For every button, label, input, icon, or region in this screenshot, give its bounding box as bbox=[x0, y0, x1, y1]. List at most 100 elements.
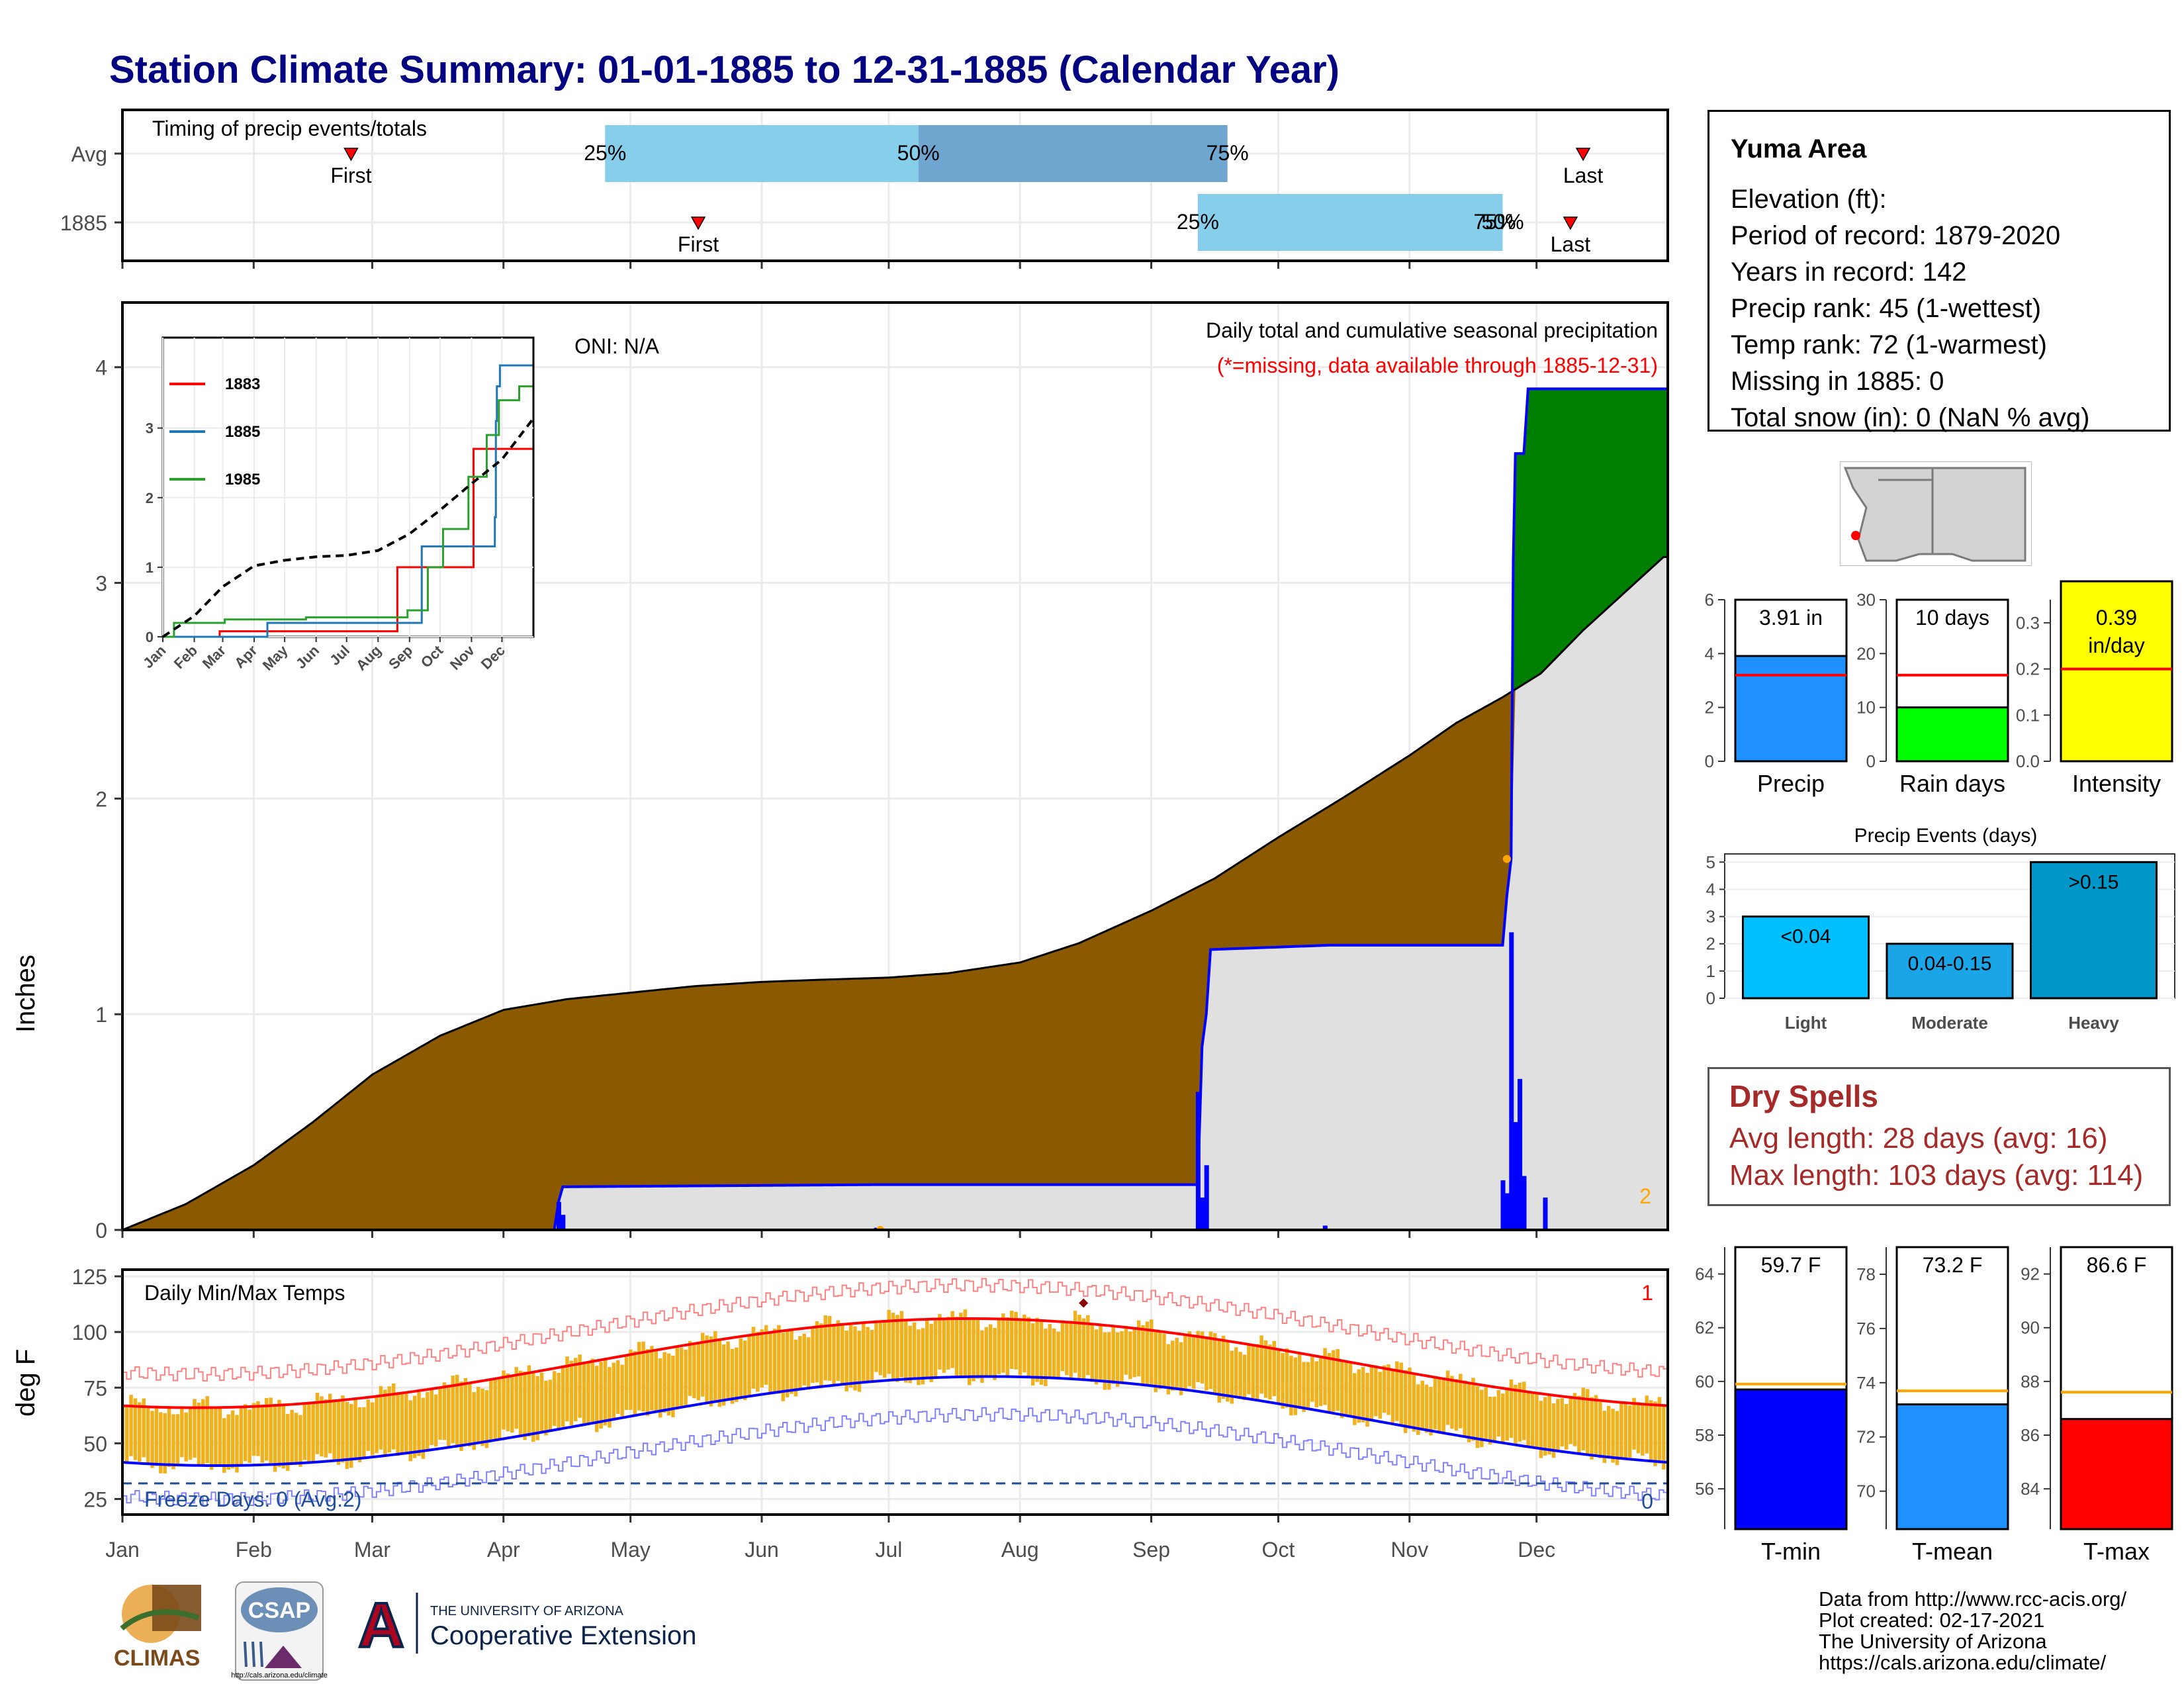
daily-temp-bar bbox=[480, 1388, 484, 1446]
summary-value-bar bbox=[1734, 1388, 1848, 1530]
timing-quartile-bar bbox=[918, 125, 1228, 182]
daily-temp-bar bbox=[1023, 1314, 1026, 1373]
temp-ytick-label: 50 bbox=[83, 1432, 107, 1456]
month-label: Apr bbox=[487, 1538, 520, 1562]
daily-temp-bar bbox=[954, 1317, 959, 1378]
daily-temp-bar bbox=[1577, 1395, 1581, 1454]
daily-temp-bar bbox=[1179, 1342, 1183, 1395]
daily-temp-bar bbox=[1065, 1322, 1069, 1376]
daily-temp-bar bbox=[819, 1323, 823, 1387]
month-label: Sep bbox=[1132, 1538, 1170, 1562]
daily-temp-bar bbox=[811, 1327, 815, 1383]
daily-temp-bar bbox=[1522, 1382, 1526, 1440]
svg-text:http://cals.arizona.edu/climat: http://cals.arizona.edu/climate bbox=[231, 1671, 328, 1679]
daily-temp-bar bbox=[1289, 1356, 1293, 1416]
credit-url: https://cals.arizona.edu/climate/ bbox=[1819, 1651, 2107, 1674]
daily-temp-bar bbox=[1657, 1397, 1662, 1464]
record-max-point bbox=[1079, 1298, 1089, 1308]
daily-temp-bar bbox=[578, 1354, 582, 1418]
dry-spells-avg: Avg length: 28 days (avg: 16) bbox=[1729, 1122, 2108, 1154]
station-name: Yuma Area bbox=[1731, 134, 1867, 164]
summary-ytick-label: 0.3 bbox=[2016, 613, 2040, 633]
daily-temp-bar bbox=[1120, 1331, 1124, 1382]
current-cumulative-area bbox=[122, 557, 1668, 1230]
inset-legend-label: 1883 bbox=[225, 375, 260, 393]
events-bar bbox=[1886, 943, 2014, 1000]
daily-temp-bar bbox=[1623, 1403, 1628, 1459]
summary-title: T-min bbox=[1761, 1538, 1821, 1565]
daily-temp-bar bbox=[193, 1399, 197, 1458]
daily-temp-bar bbox=[870, 1330, 874, 1380]
precip-ytick-label: 3 bbox=[95, 572, 107, 596]
daily-temp-bar bbox=[565, 1356, 569, 1422]
daily-temp-bar bbox=[908, 1325, 912, 1383]
daily-temp-bar bbox=[1348, 1363, 1353, 1417]
daily-temp-bar bbox=[1150, 1319, 1154, 1385]
daily-temp-bar bbox=[167, 1407, 171, 1468]
daily-temp-bar bbox=[1044, 1329, 1048, 1387]
daily-temp-bar bbox=[455, 1374, 459, 1446]
summary-bar-t-mean: 70 72 74 76 78 73.2 F T-mean bbox=[1856, 1246, 2009, 1565]
daily-temp-bar bbox=[612, 1362, 616, 1419]
daily-temp-bar bbox=[1128, 1331, 1132, 1380]
summary-value-bar bbox=[2060, 1418, 2173, 1530]
daily-temp-bar bbox=[1247, 1344, 1251, 1395]
summary-value-label: 3.91 in bbox=[1759, 606, 1823, 630]
precip-summary-bars: 0 2 4 6 3.91 in Precip 0 10 20 30 10 days Rain days… bbox=[1705, 580, 2173, 797]
daily-temp-bar bbox=[1323, 1348, 1327, 1405]
daily-temp-bar bbox=[1408, 1367, 1412, 1429]
daily-temp-bar bbox=[1649, 1400, 1653, 1463]
daily-temp-bar bbox=[497, 1379, 502, 1439]
timing-q50-label: 50% bbox=[1481, 210, 1524, 234]
daily-temp-bar bbox=[802, 1333, 806, 1385]
summary-ytick-label: 74 bbox=[1856, 1373, 1876, 1393]
daily-temp-bar bbox=[684, 1349, 688, 1405]
summary-ytick-label: 0.1 bbox=[2016, 705, 2040, 725]
daily-temp-bar bbox=[218, 1408, 222, 1466]
summary-value-label: 86.6 F bbox=[2087, 1253, 2147, 1277]
daily-temp-bar bbox=[1094, 1329, 1099, 1385]
daily-temp-bar bbox=[688, 1340, 692, 1396]
info-precip-rank: Precip rank: 45 (1-wettest) bbox=[1731, 294, 2042, 323]
summary-ytick-label: 4 bbox=[1705, 643, 1714, 663]
daily-temp-bar bbox=[721, 1344, 726, 1406]
daily-temp-bar bbox=[1221, 1335, 1226, 1399]
daily-temp-bar bbox=[1306, 1362, 1310, 1408]
daily-temp-bar bbox=[569, 1360, 574, 1426]
daily-temp-bar bbox=[205, 1396, 209, 1464]
daily-temp-bar bbox=[239, 1407, 244, 1466]
daily-temp-bar bbox=[620, 1364, 624, 1417]
daily-temp-bar bbox=[1445, 1370, 1450, 1425]
summary-ytick-label: 30 bbox=[1856, 590, 1876, 610]
daily-temp-bar bbox=[768, 1332, 772, 1393]
daily-temp-bar bbox=[438, 1386, 442, 1440]
temp-ytick-label: 75 bbox=[83, 1376, 107, 1400]
daily-temp-bar bbox=[188, 1407, 193, 1460]
daily-temp-bar bbox=[1154, 1330, 1158, 1393]
daily-temp-bar bbox=[375, 1395, 379, 1454]
daily-temp-bar bbox=[756, 1332, 760, 1392]
inset-xtick-label: Jun bbox=[293, 642, 322, 672]
daily-temp-bar bbox=[798, 1336, 802, 1389]
daily-temp-bar bbox=[400, 1393, 404, 1454]
daily-precip-bar bbox=[1522, 1176, 1527, 1230]
daily-temp-bar bbox=[1543, 1397, 1547, 1456]
daily-temp-bar bbox=[929, 1323, 933, 1382]
cumulative-avg-line bbox=[122, 555, 1668, 1230]
daily-temp-bar bbox=[959, 1312, 963, 1378]
daily-temp-bar bbox=[349, 1403, 353, 1468]
daily-temp-bar bbox=[950, 1311, 954, 1368]
daily-temp-bar bbox=[700, 1333, 705, 1397]
daily-temp-bar bbox=[1001, 1313, 1005, 1373]
daily-temp-bar bbox=[760, 1329, 764, 1388]
daily-temp-bar bbox=[1162, 1333, 1166, 1388]
daily-temp-bar bbox=[1302, 1362, 1306, 1412]
daily-temp-bar bbox=[933, 1320, 938, 1378]
timing-event-label: First bbox=[330, 164, 371, 187]
daily-temp-bar bbox=[277, 1399, 281, 1468]
locator-map bbox=[1840, 461, 2032, 566]
timing-quartile-bar bbox=[605, 125, 919, 182]
daily-temp-bar bbox=[1636, 1402, 1641, 1454]
daily-temp-bar bbox=[447, 1384, 451, 1446]
daily-temp-bar bbox=[637, 1342, 641, 1411]
